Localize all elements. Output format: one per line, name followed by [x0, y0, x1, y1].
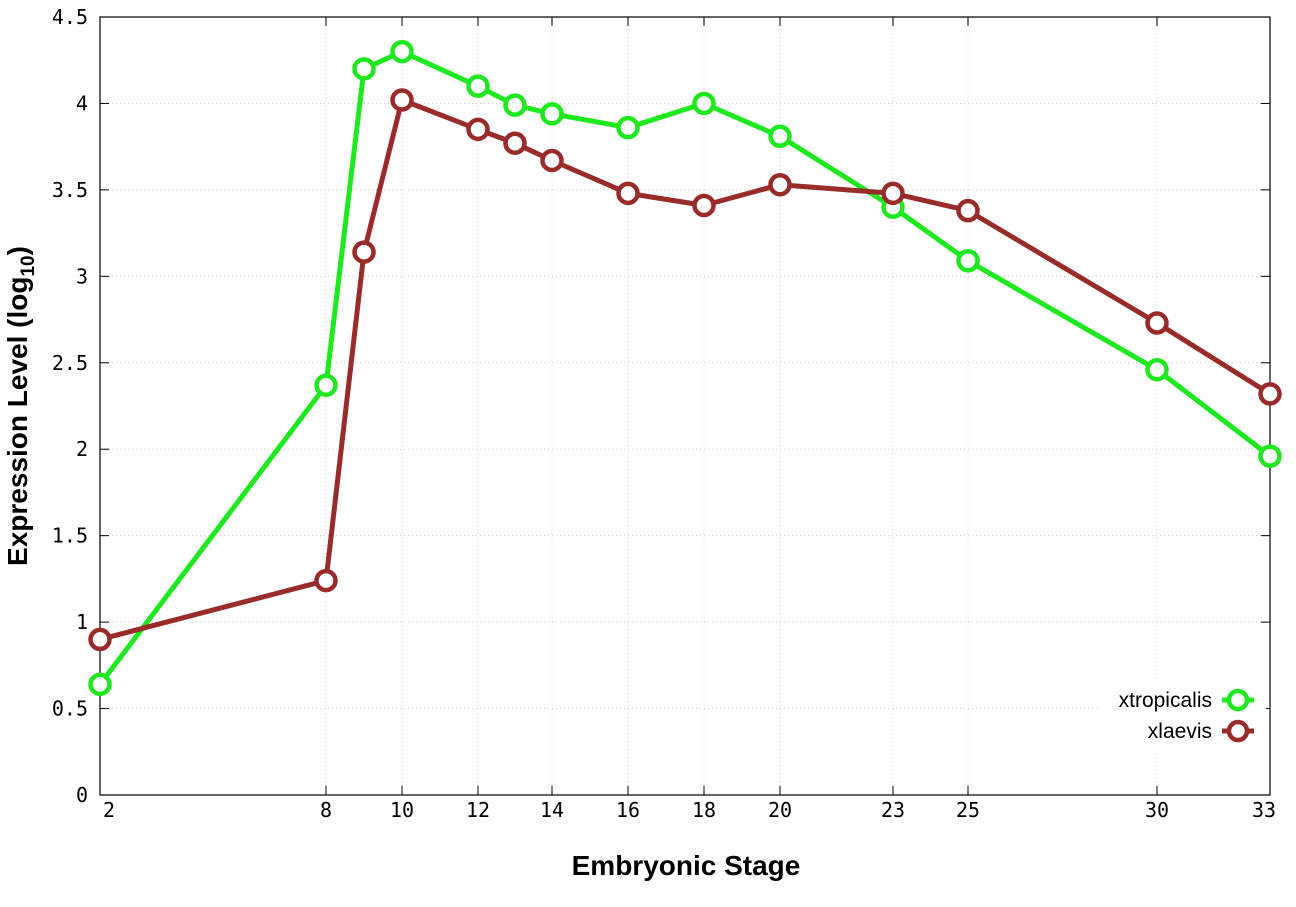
- x-axis-title: Embryonic Stage: [572, 850, 801, 881]
- data-point-xtropicalis: [1258, 444, 1282, 468]
- y-tick-label: 1: [76, 610, 88, 634]
- series-xlaevis: [88, 88, 1282, 652]
- legend-label-xlaevis: xlaevis: [1148, 720, 1212, 743]
- x-tick-label: 2: [103, 798, 115, 822]
- x-tick-label: 12: [466, 798, 490, 822]
- y-tick-label: 0: [76, 783, 88, 807]
- data-point-xlaevis: [88, 627, 112, 652]
- y-axis-title: Expression Level (log10): [2, 246, 39, 566]
- x-tick-label: 20: [768, 798, 792, 822]
- x-tick-label: 25: [956, 798, 980, 822]
- data-point-xlaevis: [768, 172, 792, 197]
- x-tick-label: 18: [692, 798, 716, 822]
- data-point-xlaevis: [540, 148, 564, 173]
- data-point-xtropicalis: [314, 373, 338, 398]
- grid: [100, 17, 1270, 795]
- x-tick-label: 14: [540, 798, 564, 822]
- x-tick-label: 33: [1252, 798, 1276, 822]
- y-tick-label: 0.5: [52, 697, 88, 721]
- data-point-xtropicalis: [540, 102, 564, 126]
- series-group: [88, 39, 1282, 697]
- data-point-xtropicalis: [88, 672, 112, 697]
- data-point-xlaevis: [1145, 311, 1169, 335]
- legend-marker-xtropicalis: [1226, 688, 1250, 712]
- x-axis-ticks: 2 8 10 12 14 16 18 20 23 25 30 33: [99, 17, 1276, 822]
- data-point-xlaevis: [314, 568, 338, 593]
- y-axis-title-suffix: ): [2, 246, 33, 255]
- data-point-xlaevis: [352, 240, 376, 264]
- series-line-xtropicalis: [98, 49, 1272, 686]
- data-point-xlaevis: [881, 181, 905, 206]
- data-point-xtropicalis: [466, 74, 490, 98]
- legend: xtropicalis xlaevis: [1098, 680, 1266, 750]
- data-point-xlaevis: [503, 131, 527, 155]
- data-point-xtropicalis: [352, 57, 376, 81]
- data-point-xlaevis: [1258, 382, 1282, 406]
- legend-marker-xlaevis: [1226, 719, 1250, 743]
- y-axis-title-main: Expression Level (log: [2, 277, 33, 566]
- series-xtropicalis: [88, 39, 1282, 697]
- y-tick-label: 4.5: [52, 5, 88, 29]
- data-point-xlaevis: [692, 193, 716, 218]
- data-point-xlaevis: [956, 198, 980, 223]
- y-tick-label: 3.5: [52, 178, 88, 202]
- series-line-xlaevis: [99, 97, 1272, 642]
- y-tick-label: 1.5: [52, 524, 88, 548]
- x-tick-label: 30: [1145, 798, 1169, 822]
- x-tick-label: 23: [881, 798, 905, 822]
- x-tick-label: 10: [390, 798, 414, 822]
- y-tick-label: 2.5: [52, 351, 88, 375]
- plot-frame: [99, 16, 1271, 796]
- data-point-xtropicalis: [616, 115, 640, 140]
- y-tick-label: 4: [76, 91, 88, 115]
- data-point-xtropicalis: [768, 124, 792, 149]
- data-point-xlaevis: [616, 181, 640, 206]
- x-tick-label: 8: [320, 798, 332, 822]
- data-point-xtropicalis: [1145, 357, 1169, 382]
- y-tick-label: 2: [76, 437, 88, 461]
- data-point-xlaevis: [466, 117, 490, 142]
- data-point-xtropicalis: [390, 39, 414, 64]
- y-axis-title-subscript: 10: [18, 255, 39, 276]
- y-axis-ticks: 0 0.5 1 1.5 2 2.5 3 3.5 4 4.5: [52, 5, 1270, 807]
- y-tick-label: 3: [76, 264, 88, 288]
- data-point-xtropicalis: [503, 93, 527, 117]
- data-point-xtropicalis: [956, 249, 980, 273]
- data-point-xlaevis: [390, 88, 414, 112]
- x-tick-label: 16: [616, 798, 640, 822]
- legend-label-xtropicalis: xtropicalis: [1119, 689, 1212, 712]
- data-point-xtropicalis: [692, 91, 716, 116]
